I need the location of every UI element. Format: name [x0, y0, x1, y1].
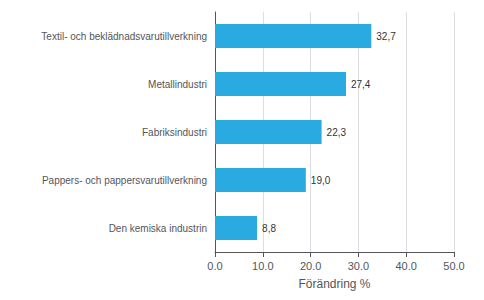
svg-text:10.0: 10.0: [252, 260, 273, 272]
svg-text:Pappers- och pappersvarutillve: Pappers- och pappersvarutillverkning: [42, 175, 207, 186]
svg-text:0.0: 0.0: [207, 260, 222, 272]
svg-text:Textil- och beklädnadsvarutill: Textil- och beklädnadsvarutillverkning: [41, 31, 207, 42]
svg-text:19,0: 19,0: [311, 175, 331, 186]
svg-text:Fabriksindustri: Fabriksindustri: [142, 127, 207, 138]
svg-text:8,8: 8,8: [262, 223, 276, 234]
svg-text:Den kemiska industrin: Den kemiska industrin: [109, 223, 207, 234]
svg-text:40.0: 40.0: [395, 260, 416, 272]
svg-text:32,7: 32,7: [376, 31, 396, 42]
svg-text:30.0: 30.0: [348, 260, 369, 272]
svg-text:Förändring %: Förändring %: [298, 277, 370, 291]
svg-text:Metallindustri: Metallindustri: [148, 79, 207, 90]
svg-text:22,3: 22,3: [327, 127, 347, 138]
svg-text:20.0: 20.0: [300, 260, 321, 272]
svg-text:50.0: 50.0: [443, 260, 464, 272]
svg-text:27,4: 27,4: [351, 79, 371, 90]
